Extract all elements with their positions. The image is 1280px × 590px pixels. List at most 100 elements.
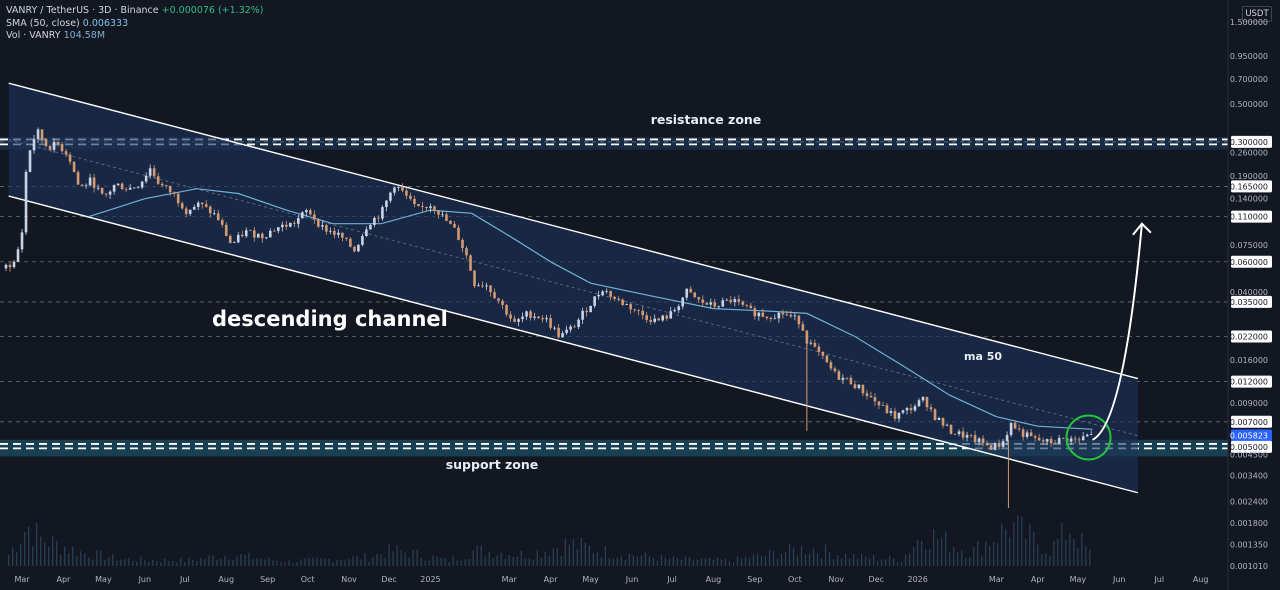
volume-bar (472, 550, 474, 566)
volume-bar (672, 556, 674, 566)
volume-bar (816, 553, 819, 566)
price-tick-label: 0.260000 (1230, 149, 1268, 158)
candle-body (373, 217, 376, 225)
candle-body (264, 237, 268, 239)
price-tick-label: 0.190000 (1230, 172, 1268, 181)
price-axis[interactable]: 1.500000 0.950000 0.700000 0.500000 0.300000… (1227, 0, 1272, 590)
volume-bar (620, 556, 622, 566)
candle-body (957, 431, 961, 435)
currency-selector[interactable]: USDT (1242, 6, 1272, 22)
volume-bar (164, 558, 166, 566)
candle-body (713, 302, 717, 307)
volume-bar (1037, 544, 1039, 566)
candle-body (621, 299, 624, 305)
candle-body (945, 424, 949, 426)
candle-body (913, 406, 917, 411)
candle-body (697, 297, 701, 300)
sma-label: SMA (50, close) (6, 17, 80, 29)
volume-bar (1017, 515, 1019, 566)
volume-bar (92, 559, 94, 566)
volume-bar (436, 556, 438, 566)
volume-bar (969, 557, 971, 566)
candle-body (677, 306, 681, 311)
candle-body (609, 290, 612, 297)
candle-body (485, 285, 488, 287)
volume-bar (1049, 556, 1051, 566)
volume-bar (1001, 523, 1003, 566)
volume-bar (921, 540, 923, 566)
candle-body (953, 433, 957, 435)
volume-bar (276, 560, 278, 566)
ma50-label: ma 50 (964, 350, 1002, 363)
candle-body (473, 270, 476, 287)
candle-body (617, 298, 620, 300)
price-tick-label: 0.012000 (1230, 378, 1268, 387)
candle-body (248, 230, 252, 232)
time-tick-label: Sep (747, 575, 762, 584)
candle-body (1041, 440, 1045, 442)
volume-bar (348, 558, 350, 566)
volume-bar (1089, 549, 1091, 566)
candle-body (244, 230, 248, 237)
projection-arrowhead (1132, 222, 1152, 236)
volume-row[interactable]: Vol · VANRY 104.58M (6, 30, 264, 43)
volume-bar (308, 557, 310, 566)
volume-bar (861, 553, 863, 566)
volume-bar (304, 558, 306, 566)
level-badge (1231, 440, 1272, 453)
volume-bar (748, 558, 751, 566)
candle-body (541, 318, 544, 320)
volume-bar (388, 544, 390, 566)
volume-bar (568, 544, 570, 566)
volume-bar (264, 559, 266, 566)
volume-bar (644, 552, 646, 566)
candle-body (1085, 434, 1089, 437)
candle-body (517, 319, 520, 322)
candle-body (881, 405, 885, 406)
candle-body (152, 168, 156, 177)
price-tick-label: 0.040000 (1230, 288, 1268, 297)
price-tick-label: 0.003400 (1230, 472, 1268, 481)
volume-bar (848, 558, 851, 566)
candle-body (220, 220, 224, 225)
price-tick-label: 0.500000 (1230, 100, 1268, 109)
price-tick-label: 1.500000 (1230, 18, 1268, 27)
volume-bar (788, 543, 791, 566)
volume-bar (1085, 546, 1087, 566)
candle-body (1029, 432, 1033, 437)
symbol-row[interactable]: VANRY / TetherUS · 3D · Binance +0.00007… (6, 5, 264, 18)
volume-bar (24, 531, 26, 566)
volume-bar (760, 555, 763, 566)
volume-bar (508, 555, 510, 566)
time-tick-label: 2026 (907, 575, 927, 584)
candle-body (120, 183, 124, 190)
candle-body (997, 442, 1001, 447)
time-tick-label: Jul (1153, 575, 1164, 584)
volume-bar (796, 555, 799, 566)
volume-bar (368, 561, 370, 566)
price-tick-label: 0.001800 (1230, 519, 1268, 528)
volume-bar (468, 559, 470, 566)
candle-body (160, 183, 164, 186)
candle-body (741, 301, 745, 305)
volume-bar (752, 554, 755, 566)
candle-body (40, 129, 44, 140)
price-tick-label: 0.004500 (1230, 451, 1268, 460)
volume-bar (424, 560, 426, 566)
volume-bar (804, 554, 807, 566)
candle-body (128, 187, 132, 190)
candle-body (857, 384, 861, 389)
volume-bar (320, 557, 322, 566)
volume-bar (456, 560, 458, 566)
time-tick-label: Mar (14, 575, 30, 584)
volume-bar (352, 556, 354, 566)
candle-body (873, 397, 877, 402)
sma-row[interactable]: SMA (50, close) 0.006333 (6, 18, 264, 31)
volume-bar (412, 550, 414, 566)
candle-body (80, 184, 84, 186)
candle-body (252, 230, 256, 238)
volume-bar (464, 559, 466, 566)
time-axis[interactable]: Mar Apr May Jun Jul Aug Sep Oct Nov Dec 2025 Mar Apr… (14, 575, 1208, 584)
volume-bar (28, 526, 30, 566)
